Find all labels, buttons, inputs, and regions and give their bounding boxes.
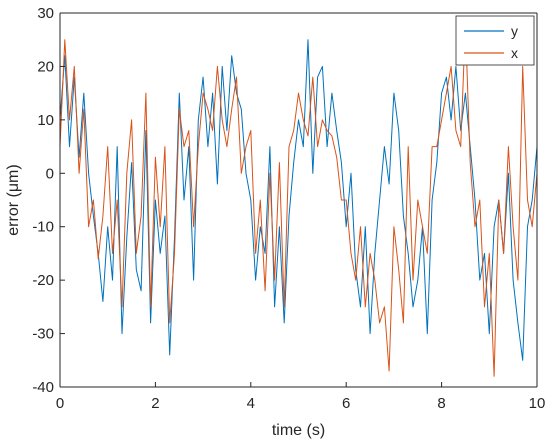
y-tick-label: -30 — [32, 326, 54, 343]
legend-box — [455, 15, 535, 66]
axes-frame — [59, 12, 538, 388]
x-tick-label: 2 — [151, 395, 159, 412]
legend-label-x: x — [511, 45, 518, 61]
x-tick-label: 6 — [342, 395, 350, 412]
y-axis-label: error (μm) — [5, 164, 22, 235]
y-tick-label: -10 — [32, 219, 54, 236]
y-tick-label: 20 — [37, 58, 54, 75]
series-line-x — [59, 23, 538, 377]
series-layer — [59, 23, 538, 377]
y-tick-label: -20 — [32, 272, 54, 289]
x-tick-label: 8 — [437, 395, 445, 412]
y-tick-label: -40 — [32, 379, 54, 396]
y-tick-label: 0 — [46, 165, 54, 182]
x-axis-label: time (s) — [272, 422, 325, 439]
legend: y x — [455, 15, 535, 66]
x-tick-label: 0 — [56, 395, 64, 412]
y-tick-label: 10 — [37, 112, 54, 129]
plot-area — [60, 13, 537, 387]
y-ticks: -40 -30 -20 -10 0 10 20 30 — [32, 5, 65, 396]
x-ticks: 0 2 4 6 8 10 — [56, 382, 546, 412]
legend-label-y: y — [511, 23, 518, 39]
series-line-y — [59, 39, 538, 361]
x-tick-label: 4 — [247, 395, 255, 412]
x-tick-label: 10 — [529, 395, 546, 412]
y-tick-label: 30 — [37, 5, 54, 22]
